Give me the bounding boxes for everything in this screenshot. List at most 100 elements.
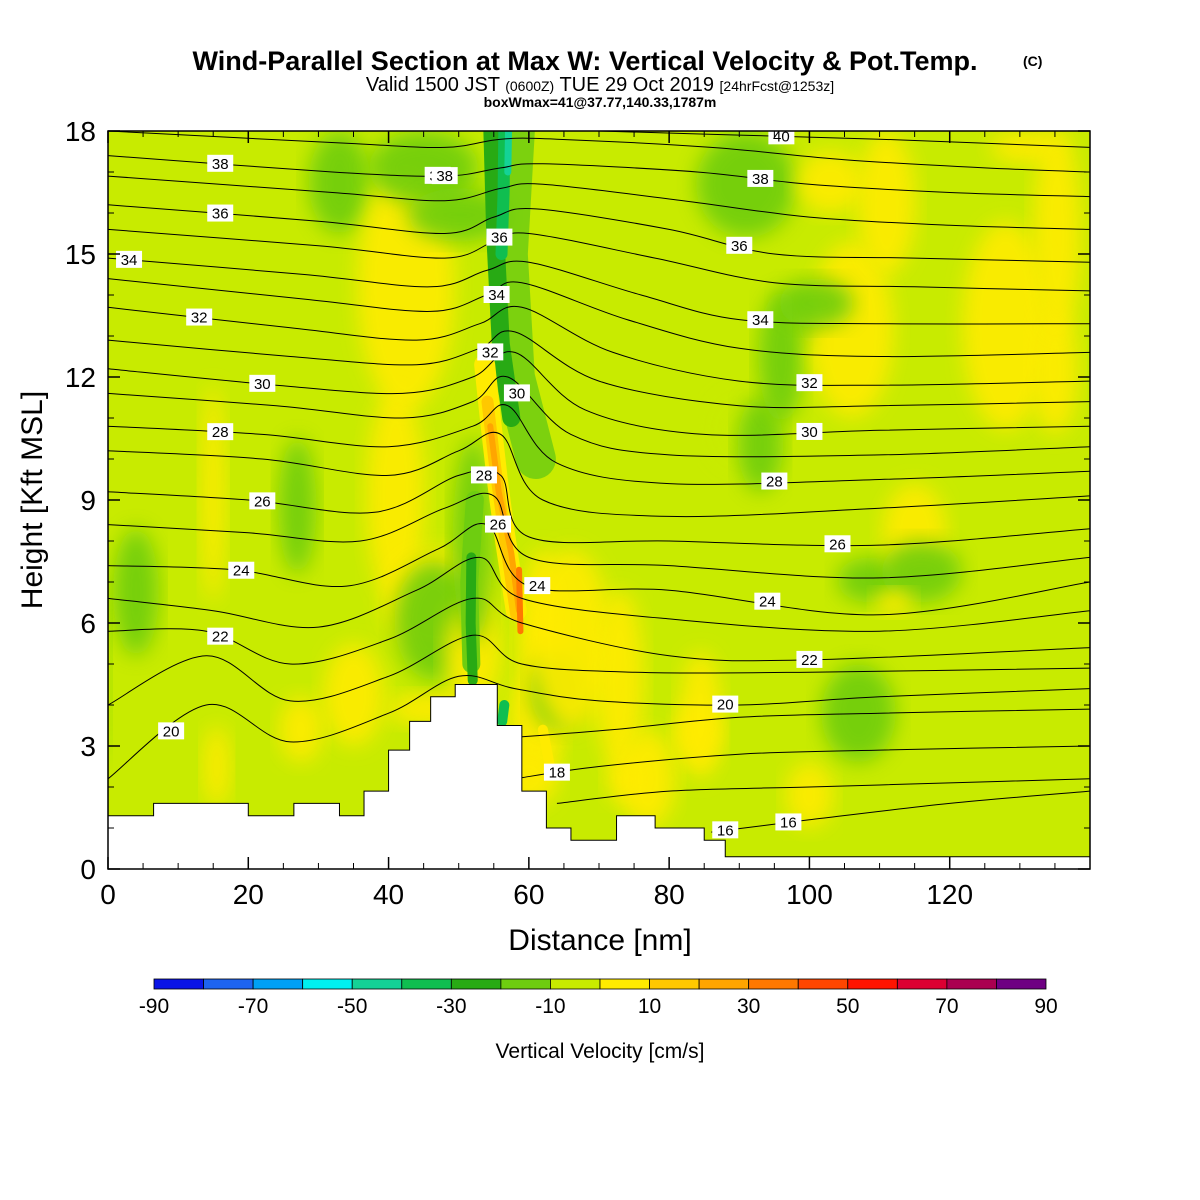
svg-text:20: 20 (163, 723, 180, 740)
colorbar-swatch (550, 978, 601, 990)
contour-label: 26 (824, 535, 851, 553)
colorbar-swatch (351, 978, 403, 990)
chart-title-mark: (C) (1023, 53, 1042, 69)
theta-contour-line (108, 204, 1090, 263)
y-tick-label: 18 (65, 116, 96, 147)
y-axis-label: Height [Kft MSL] (16, 391, 49, 609)
contour-label: 24 (524, 577, 551, 595)
theta-contour-line (108, 155, 1090, 198)
svg-text:30: 30 (801, 424, 818, 441)
svg-text:30: 30 (509, 385, 526, 402)
theta-contour-line (108, 351, 1090, 436)
plot-area: 16 16 18 20 20 22 22 24 24 26 26 28 28 30 30 32 32 34 34 36… (108, 131, 1090, 869)
x-tick: 20 (233, 131, 264, 910)
subtitle-date: TUE 29 Oct 2019 (559, 74, 714, 96)
theta-contour-line (108, 228, 1090, 292)
x-axis: 0 20 40 60 80 100 120 (100, 131, 1056, 910)
contour-label: 22 (207, 627, 234, 646)
svg-text:36: 36 (491, 230, 508, 247)
x-axis-label: Distance [nm] (508, 924, 691, 957)
y-tick-label: 9 (80, 485, 96, 516)
x-tick-label: 80 (654, 879, 685, 910)
theta-contour-line (108, 131, 1090, 173)
colorbar-tick-label: -90 (139, 995, 169, 1018)
y-tick: 9 (80, 485, 1090, 516)
colorbar-tick-label: -10 (535, 995, 565, 1018)
svg-text:36: 36 (731, 238, 748, 255)
colorbar-swatch (401, 978, 452, 990)
terrain (108, 684, 1090, 869)
contour-label: 38 (431, 167, 458, 185)
colorbar-tick-label: -50 (337, 995, 367, 1018)
contour-label: 34 (116, 250, 143, 269)
contour-label: 40 (768, 131, 795, 145)
contour-labels: 16 16 18 20 20 22 22 24 24 26 26 28 28 30 30 32 32 34 34 36… (116, 131, 851, 839)
svg-text:34: 34 (121, 252, 138, 269)
y-tick: 6 (80, 608, 1090, 639)
x-tick: 100 (786, 131, 833, 910)
theta-contour-line (108, 175, 1090, 230)
theta-contours (108, 131, 1090, 833)
colorbar-swatch (847, 978, 898, 990)
x-tick-label: 20 (233, 879, 264, 910)
colorbar-swatch (698, 978, 750, 990)
svg-text:20: 20 (717, 697, 734, 714)
y-tick: 12 (65, 362, 1090, 393)
contour-label: 22 (796, 650, 823, 669)
theta-contour-line (108, 522, 1090, 616)
contour-label: 36 (486, 228, 513, 247)
svg-text:22: 22 (212, 629, 229, 646)
contour-label: 16 (712, 821, 739, 839)
svg-text:24: 24 (759, 594, 776, 611)
colorbar-swatch (450, 978, 502, 990)
theta-contour-line (108, 431, 1090, 518)
colorbar-tick-label: 90 (1034, 995, 1057, 1018)
svg-text:28: 28 (476, 467, 493, 484)
theta-contour-line (711, 790, 1090, 833)
colorbar-swatch (748, 978, 799, 990)
contour-label: 32 (477, 343, 504, 361)
contour-label: 28 (207, 423, 234, 441)
x-tick-label: 60 (513, 879, 544, 910)
y-tick-label: 15 (65, 239, 96, 270)
svg-text:28: 28 (212, 424, 229, 441)
contour-label: 30 (796, 422, 823, 441)
subtitle-fcst: [24hrFcst@1253z] (720, 78, 835, 94)
svg-text:18: 18 (549, 765, 566, 782)
svg-text:16: 16 (780, 814, 797, 831)
contour-label: 20 (712, 695, 739, 714)
contour-label: 28 (761, 472, 788, 491)
contour-label: 24 (228, 561, 255, 580)
svg-text:36: 36 (212, 206, 229, 223)
svg-text:34: 34 (488, 287, 505, 304)
colorbar-tick-label: -70 (238, 995, 268, 1018)
colorbar-swatch (946, 978, 997, 990)
contour-label: 36 (207, 204, 234, 223)
x-tick: 40 (373, 131, 404, 910)
y-tick: 15 (65, 239, 1090, 270)
y-tick-label: 12 (65, 362, 96, 393)
theta-contour-line (507, 708, 1090, 739)
contour-label: 34 (747, 311, 774, 329)
svg-text:32: 32 (482, 344, 499, 361)
theta-contour-line (598, 131, 1090, 148)
x-tick-label: 100 (786, 879, 833, 910)
subtitle-zulu: (0600Z) (505, 78, 554, 94)
contour-label: 16 (775, 813, 802, 831)
colorbar-swatch (252, 978, 304, 990)
svg-text:28: 28 (766, 474, 783, 491)
colorbar: -90 -70 -50 -30 -10 10 30 50 70 90 (139, 978, 1058, 1018)
svg-text:26: 26 (254, 493, 271, 510)
svg-text:16: 16 (717, 822, 734, 839)
svg-text:22: 22 (801, 652, 818, 669)
svg-text:32: 32 (801, 375, 818, 392)
svg-text:32: 32 (191, 310, 208, 327)
colorbar-swatch (649, 978, 700, 990)
svg-text:30: 30 (254, 376, 271, 393)
chart-subtitle: Valid 1500 JST (0600Z) TUE 29 Oct 2019 [… (366, 74, 834, 96)
x-tick: 120 (926, 131, 973, 910)
theta-contour-line (556, 778, 1090, 804)
contour-label: 18 (543, 763, 570, 782)
theta-contour-line (108, 257, 1090, 325)
